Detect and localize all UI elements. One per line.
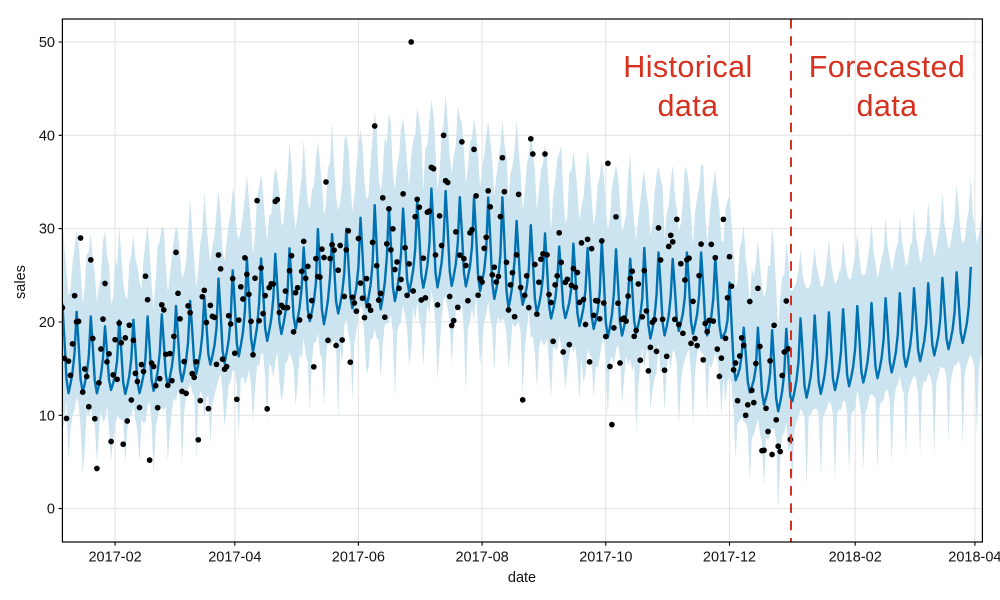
svg-text:data: data (658, 89, 719, 123)
svg-text:50: 50 (39, 35, 55, 51)
svg-text:2017-04: 2017-04 (208, 550, 261, 566)
svg-text:data: data (857, 89, 918, 123)
svg-text:2017-06: 2017-06 (332, 550, 385, 566)
svg-text:2017-10: 2017-10 (579, 550, 632, 566)
svg-text:10: 10 (39, 408, 55, 424)
svg-text:2018-02: 2018-02 (829, 550, 882, 566)
svg-text:30: 30 (39, 222, 55, 238)
svg-text:2017-12: 2017-12 (703, 550, 756, 566)
svg-text:40: 40 (39, 128, 55, 144)
svg-text:2017-02: 2017-02 (88, 550, 141, 566)
svg-text:20: 20 (39, 315, 55, 331)
svg-text:2018-04: 2018-04 (948, 550, 1000, 566)
svg-text:2017-08: 2017-08 (455, 550, 508, 566)
svg-text:date: date (508, 570, 536, 586)
svg-text:sales: sales (13, 265, 29, 299)
svg-text:0: 0 (47, 502, 55, 518)
svg-text:Forecasted: Forecasted (809, 50, 966, 84)
svg-text:Historical: Historical (623, 50, 752, 84)
